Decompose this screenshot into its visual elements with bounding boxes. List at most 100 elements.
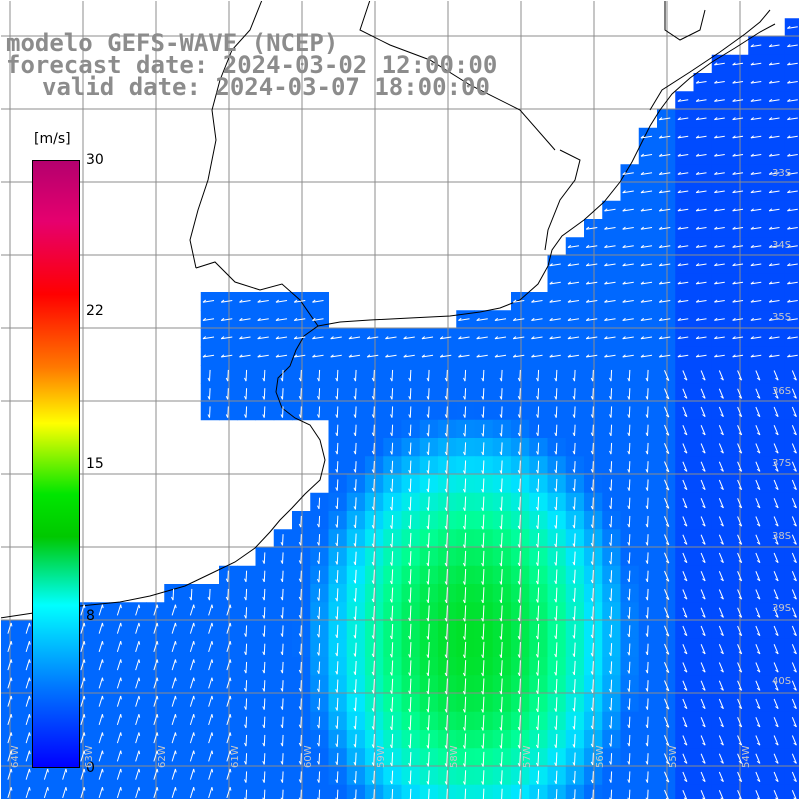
wind-arrow-head [658,354,663,358]
wind-arrow [427,678,430,695]
wind-arrow [682,571,688,582]
wind-arrow-head [371,653,375,658]
wind-arrow [750,336,762,340]
wind-arrow [391,406,394,418]
wind-arrow-head [408,469,411,474]
wind-arrow-head [720,651,724,655]
wind-arrow [482,369,485,382]
wind-arrow [348,336,361,340]
wind-arrow-head [174,695,177,700]
wind-arrow [391,605,394,621]
wind-arrow [7,750,12,762]
wind-arrow-head [665,560,670,564]
wind-arrow [513,318,525,321]
wind-arrow-head [174,787,177,791]
wind-arrow [373,752,375,766]
wind-arrow [750,154,762,157]
wind-arrow-head [590,707,594,712]
wind-arrow [209,369,211,382]
wind-arrow-head [244,614,247,619]
wind-arrow-head [622,208,626,212]
wind-arrow-head [590,579,594,584]
wind-arrow [208,750,213,762]
wind-arrow [391,514,394,529]
wind-arrow-head [572,598,575,603]
wind-arrow [226,787,231,799]
wind-arrow-head [335,670,338,675]
wind-arrow-head [604,317,608,321]
wind-arrow-head [554,762,557,767]
wind-arrow [610,406,613,418]
wind-arrow [519,369,521,382]
wind-arrow [592,716,594,729]
wind-arrow-head [335,395,338,400]
wind-arrow [628,552,631,564]
wind-arrow [555,789,558,800]
wind-arrow [135,750,140,762]
wind-arrow [373,424,375,436]
wind-arrow [336,789,339,800]
wind-arrow-head [756,742,761,746]
wind-arrow-head [262,633,265,637]
colorbar-tick-15: 15 [86,456,104,472]
wind-arrow [592,479,594,491]
wind-arrow-head [627,578,630,583]
wind-arrow [549,263,561,267]
wind-arrow [171,659,176,671]
wind-arrow-head [481,599,484,604]
wind-arrow [718,443,724,454]
wind-arrow-head [775,377,779,381]
wind-arrow [647,534,649,546]
wind-arrow [43,787,49,799]
wind-arrow [245,771,248,783]
wind-arrow [391,789,394,800]
wind-arrow-head [756,578,761,582]
wind-arrow [610,624,613,638]
wind-arrow [171,732,176,744]
wind-arrow-head [732,117,736,121]
wind-arrow [500,696,503,713]
wind-arrow-head [714,244,718,248]
wind-arrow [537,678,540,694]
wind-arrow [428,406,430,418]
wind-arrow-head [793,596,797,600]
wind-arrow [330,336,342,340]
wind-arrow-head [193,695,195,700]
wind-arrow-head [750,98,754,102]
wind-arrow-head [702,523,706,527]
wind-arrow-head [481,488,484,493]
wind-arrow [718,662,724,673]
wind-arrow-head [535,617,539,622]
wind-arrow-head [738,487,742,491]
wind-arrow [476,318,488,321]
wind-arrow [647,515,649,528]
wind-arrow [791,644,797,655]
wind-arrow-head [590,634,594,639]
wind-arrow [610,789,613,800]
wind-arrow [391,642,394,658]
wind-arrow [647,369,649,382]
wind-arrow-head [207,377,210,382]
wind-arrow-head [536,414,539,418]
wind-arrow-head [645,414,648,418]
wind-arrow-head [426,581,429,585]
wind-arrow-head [572,432,575,437]
wind-arrow [696,154,707,157]
wind-arrow [263,716,266,728]
wind-arrow-head [244,706,247,710]
wind-arrow [647,497,649,509]
wind-arrow-head [120,622,122,627]
wind-arrow-head [627,487,630,491]
wind-arrow-head [622,317,626,321]
wind-arrow-head [756,633,761,637]
wind-arrow-head [353,743,356,748]
wind-arrow [610,570,613,583]
lon-label: 62W [157,745,168,768]
wind-arrow-head [793,687,797,691]
wind-arrow-head [211,787,214,791]
wind-arrow-head [535,708,539,713]
wind-arrow-head [426,507,429,511]
wind-arrow [513,354,525,358]
wind-arrow [696,81,707,84]
